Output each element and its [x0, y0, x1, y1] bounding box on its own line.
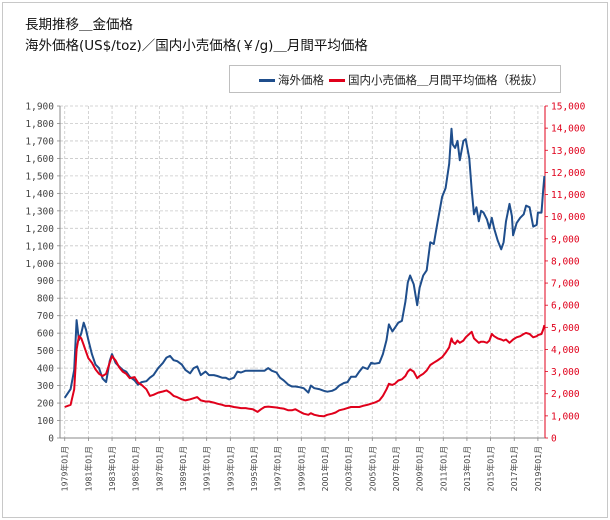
chart-title: 長期推移＿金価格 — [25, 17, 133, 33]
y-right-tick-label: 15,000 — [551, 102, 586, 113]
legend-item-domestic: 国内小売価格＿月間平均価格（税抜） — [329, 72, 544, 88]
y-right-tick-label: 9,000 — [551, 234, 580, 245]
legend-swatch-overseas — [259, 79, 275, 82]
y-left-tick-label: 300 — [37, 381, 54, 392]
y-left-tick-label: 100 — [37, 416, 54, 427]
y-right-tick-label: 13,000 — [551, 146, 586, 157]
legend-label-domestic: 国内小売価格＿月間平均価格（税抜） — [348, 73, 544, 87]
legend-swatch-domestic — [329, 79, 345, 82]
y-left-tick-label: 1,100 — [25, 241, 54, 252]
x-tick-label: 2017年01月 — [509, 446, 519, 491]
x-tick-label: 2011年01月 — [438, 446, 448, 491]
x-tick-label: 1999年01月 — [296, 446, 306, 491]
legend-label-overseas: 海外価格 — [278, 73, 324, 87]
x-tick-label: 2019年01月 — [533, 446, 543, 491]
y-right-tick-label: 0 — [551, 434, 557, 445]
x-tick-label: 1985年01月 — [131, 446, 141, 491]
x-tick-label: 2005年01月 — [367, 446, 377, 491]
y-left-tick-label: 1,000 — [25, 259, 54, 270]
x-tick-label: 1979年01月 — [60, 446, 70, 491]
y-right-tick-label: 7,000 — [551, 279, 580, 290]
y-left-tick-label: 1,800 — [25, 119, 54, 130]
y-left-tick-label: 400 — [37, 364, 54, 375]
x-tick-label: 2001年01月 — [320, 446, 330, 491]
x-tick-label: 1997年01月 — [273, 446, 283, 491]
series-line-overseas — [63, 127, 546, 399]
y-right-tick-label: 10,000 — [551, 212, 586, 223]
x-tick-label: 2009年01月 — [415, 446, 425, 491]
x-tick-label: 1993年01月 — [225, 446, 235, 491]
y-left-tick-label: 1,200 — [25, 224, 54, 235]
y-right-tick-label: 11,000 — [551, 190, 586, 201]
x-tick-label: 1989年01月 — [178, 446, 188, 491]
y-right-tick-label: 2,000 — [551, 389, 580, 400]
y-left-tick-label: 500 — [37, 346, 54, 357]
y-left-tick-label: 800 — [37, 294, 54, 305]
y-left-tick-label: 200 — [37, 399, 54, 410]
y-left-tick-label: 1,700 — [25, 136, 54, 147]
x-tick-label: 1987年01月 — [154, 446, 164, 491]
y-left-tick-label: 1,400 — [25, 189, 54, 200]
y-left-tick-label: 1,500 — [25, 171, 54, 182]
y-left-tick-label: 1,900 — [25, 102, 54, 113]
x-tick-label: 1991年01月 — [202, 446, 212, 491]
y-right-tick-label: 14,000 — [551, 124, 586, 135]
x-tick-label: 2013年01月 — [462, 446, 472, 491]
x-tick-label: 2015年01月 — [486, 446, 496, 491]
x-tick-label: 1983年01月 — [107, 446, 117, 491]
legend: 海外価格 国内小売価格＿月間平均価格（税抜） — [229, 65, 561, 93]
chart-subtitle: 海外価格(US$/toz)／国内小売価格(￥/g)＿月間平均価格 — [25, 38, 368, 54]
legend-item-overseas: 海外価格 — [259, 72, 324, 88]
x-tick-label: 1995年01月 — [249, 446, 259, 491]
y-left-tick-label: 700 — [37, 311, 54, 322]
x-tick-label: 2007年01月 — [391, 446, 401, 491]
y-right-tick-label: 6,000 — [551, 301, 580, 312]
y-right-tick-label: 4,000 — [551, 345, 580, 356]
y-left-tick-label: 600 — [37, 329, 54, 340]
y-left-tick-label: 0 — [48, 434, 54, 445]
y-left-tick-label: 900 — [37, 276, 54, 287]
y-right-tick-label: 5,000 — [551, 323, 580, 334]
y-left-tick-label: 1,300 — [25, 206, 54, 217]
x-tick-label: 1981年01月 — [83, 446, 93, 491]
y-right-tick-label: 8,000 — [551, 256, 580, 267]
series-line-domestic — [64, 324, 546, 418]
y-right-tick-label: 3,000 — [551, 367, 580, 378]
x-tick-label: 2003年01月 — [344, 446, 354, 491]
y-right-tick-label: 12,000 — [551, 168, 586, 179]
y-right-tick-label: 1,000 — [551, 411, 580, 422]
y-left-tick-label: 1,600 — [25, 154, 54, 165]
